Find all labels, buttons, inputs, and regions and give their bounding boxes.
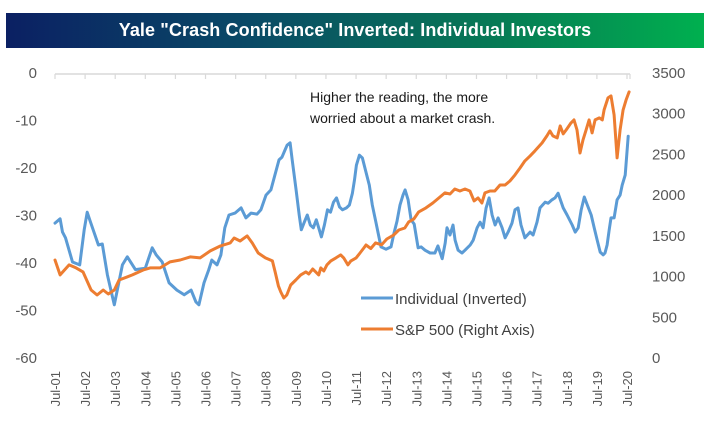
x-tick-label: Jul-10 [319, 371, 334, 406]
y-right-tick-label: 3500 [652, 65, 685, 82]
y-left-tick-label: -50 [15, 303, 37, 320]
axes: 0 -10 -20 -30 -40 -50 -60 3500 3000 2500 2000 1500 1… [15, 65, 685, 406]
y-left-tick-label: -40 [15, 255, 37, 272]
x-tick-label: Jul-18 [560, 371, 575, 406]
x-tick-label: Jul-16 [500, 371, 515, 406]
legend-label-individual: Individual (Inverted) [395, 291, 527, 308]
x-tick-label: Jul-05 [168, 371, 183, 406]
annotation-line-2: worried about a market crash. [309, 110, 495, 126]
x-tick-label: Jul-17 [530, 371, 545, 406]
y-left-tick-label: -60 [15, 350, 37, 367]
y-right-tick-label: 500 [652, 309, 677, 326]
x-tick-label: Jul-19 [590, 371, 605, 406]
x-tick-label: Jul-09 [289, 371, 304, 406]
x-tick-label: Jul-13 [409, 371, 424, 406]
x-tick-label: Jul-03 [108, 371, 123, 406]
y-right-tick-label: 2000 [652, 187, 685, 204]
y-left-tick-label: -30 [15, 208, 37, 225]
annotation-line-1: Higher the reading, the more [310, 89, 488, 105]
x-tick-label: Jul-14 [439, 371, 454, 406]
annotation: Higher the reading, the more worried abo… [309, 89, 495, 126]
x-tick-label: Jul-15 [469, 371, 484, 406]
y-right-tick-label: 0 [652, 350, 660, 367]
series-line-individual [53, 134, 630, 307]
y-left-tick-label: 0 [29, 65, 37, 82]
x-tick-label: Jul-07 [229, 371, 244, 406]
x-tick-label: Jul-20 [620, 371, 635, 406]
y-left-tick-label: -10 [15, 113, 37, 130]
y-left-tick-label: -20 [15, 160, 37, 177]
legend-label-sp500: S&P 500 (Right Axis) [395, 322, 535, 339]
legend: Individual (Inverted) S&P 500 (Right Axi… [361, 291, 535, 339]
chart-title: Yale "Crash Confidence" Inverted: Indivi… [118, 20, 592, 40]
x-tick-label: Jul-06 [199, 371, 214, 406]
y-right-tick-label: 3000 [652, 106, 685, 123]
series [53, 90, 631, 307]
x-tick-label: Jul-01 [48, 371, 63, 406]
y-right-tick-label: 1500 [652, 228, 685, 245]
chart-title-bar: Yale "Crash Confidence" Inverted: Indivi… [6, 13, 704, 48]
x-tick-label: Jul-08 [259, 371, 274, 406]
x-tick-label: Jul-04 [138, 371, 153, 406]
x-tick-label: Jul-02 [78, 371, 93, 406]
y-right-tick-label: 1000 [652, 269, 685, 286]
y-right-tick-label: 2500 [652, 146, 685, 163]
series-line-sp500 [53, 90, 631, 300]
x-tick-label: Jul-11 [349, 371, 364, 405]
x-tick-label: Jul-12 [379, 371, 394, 406]
